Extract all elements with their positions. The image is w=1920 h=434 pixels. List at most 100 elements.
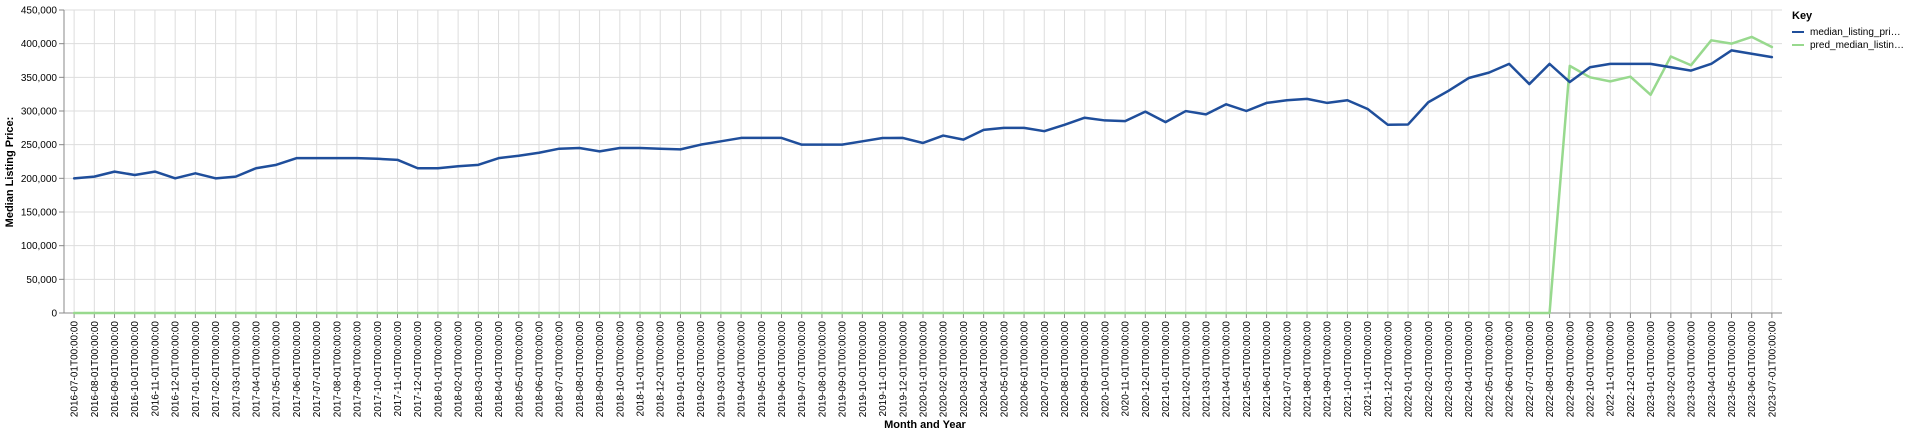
x-tick-label: 2019-05-01T00:00:00 (757, 321, 768, 418)
x-tick-label: 2022-06-01T00:00:00 (1505, 321, 1516, 418)
x-tick-label: 2021-01-01T00:00:00 (1161, 321, 1172, 418)
legend: Key median_listing_pri… pred_median_list… (1792, 10, 1904, 51)
x-tick-label: 2016-12-01T00:00:00 (171, 321, 182, 418)
x-tick-label: 2017-10-01T00:00:00 (373, 321, 384, 418)
x-tick-label: 2019-11-01T00:00:00 (878, 321, 889, 417)
x-tick-label: 2019-07-01T00:00:00 (797, 321, 808, 418)
x-tick-label: 2021-07-01T00:00:00 (1282, 321, 1293, 418)
x-tick-label: 2021-03-01T00:00:00 (1201, 321, 1212, 418)
x-tick-label: 2020-04-01T00:00:00 (979, 321, 990, 418)
y-tick-label: 350,000 (21, 73, 58, 84)
x-tick-label: 2023-04-01T00:00:00 (1707, 321, 1718, 418)
x-tick-label: 2016-09-01T00:00:00 (110, 321, 121, 418)
x-tick-label: 2020-10-01T00:00:00 (1100, 321, 1111, 418)
x-tick-label: 2017-08-01T00:00:00 (332, 321, 343, 418)
x-tick-label: 2022-09-01T00:00:00 (1565, 321, 1576, 418)
legend-title: Key (1792, 10, 1813, 22)
x-tick-label: 2019-02-01T00:00:00 (696, 321, 707, 418)
x-tick-label: 2021-12-01T00:00:00 (1383, 321, 1394, 418)
x-tick-label: 2022-08-01T00:00:00 (1545, 321, 1556, 418)
x-tick-label: 2017-04-01T00:00:00 (252, 321, 263, 418)
x-tick-label: 2020-09-01T00:00:00 (1080, 321, 1091, 418)
x-tick-label: 2022-11-01T00:00:00 (1606, 321, 1617, 417)
x-tick-label: 2018-06-01T00:00:00 (534, 321, 545, 418)
x-tick-label: 2022-03-01T00:00:00 (1444, 321, 1455, 418)
y-tick-label: 0 (51, 309, 57, 320)
x-tick-label: 2018-08-01T00:00:00 (575, 321, 586, 418)
x-tick-label: 2017-09-01T00:00:00 (353, 321, 364, 418)
x-tick-label: 2019-08-01T00:00:00 (817, 321, 828, 418)
y-tick-label: 250,000 (21, 140, 58, 151)
x-tick-label: 2021-04-01T00:00:00 (1222, 321, 1233, 418)
x-tick-label: 2019-06-01T00:00:00 (777, 321, 788, 418)
x-tick-label: 2020-08-01T00:00:00 (1060, 321, 1071, 418)
x-tick-label: 2018-10-01T00:00:00 (615, 321, 626, 418)
x-tick-label: 2016-07-01T00:00:00 (70, 321, 81, 418)
y-axis-title: Median Listing Price: (4, 117, 16, 228)
x-tick-label: 2018-05-01T00:00:00 (514, 321, 525, 418)
x-tick-label: 2018-04-01T00:00:00 (494, 321, 505, 418)
series-line-median-listing-price (72, 49, 1774, 180)
x-tick-label: 2022-04-01T00:00:00 (1464, 321, 1475, 418)
x-tick-label: 2019-10-01T00:00:00 (858, 321, 869, 418)
x-tick-label: 2017-02-01T00:00:00 (211, 321, 222, 418)
x-tick-label: 2016-08-01T00:00:00 (90, 321, 101, 418)
x-tick-label: 2023-05-01T00:00:00 (1727, 321, 1738, 418)
x-tick-label: 2022-12-01T00:00:00 (1626, 321, 1637, 418)
x-tick-label: 2019-04-01T00:00:00 (737, 321, 748, 418)
x-tick-label: 2017-03-01T00:00:00 (231, 321, 242, 418)
legend-label: median_listing_pri… (1810, 27, 1901, 38)
x-tick-label: 2019-03-01T00:00:00 (716, 321, 727, 418)
x-tick-label: 2020-12-01T00:00:00 (1141, 321, 1152, 418)
x-tick-label: 2021-06-01T00:00:00 (1262, 321, 1273, 418)
x-tick-label: 2020-02-01T00:00:00 (939, 321, 950, 418)
axis-layer: 0 50,000 100,000 150,000 200,000 250,000 300,0… (21, 6, 1782, 418)
legend-entry: median_listing_pri… (1792, 27, 1901, 38)
x-tick-label: 2021-08-01T00:00:00 (1303, 321, 1314, 418)
y-tick-label: 400,000 (21, 39, 58, 50)
x-tick-label: 2020-05-01T00:00:00 (999, 321, 1010, 418)
x-tick-label: 2022-01-01T00:00:00 (1404, 321, 1415, 418)
x-tick-label: 2018-11-01T00:00:00 (636, 321, 647, 417)
x-tick-label: 2018-01-01T00:00:00 (433, 321, 444, 418)
y-tick-label: 300,000 (21, 107, 58, 118)
x-tick-label: 2021-10-01T00:00:00 (1343, 321, 1354, 418)
grid-layer (64, 9, 1782, 314)
x-tick-label: 2021-11-01T00:00:00 (1363, 321, 1374, 417)
x-tick-label: 2017-11-01T00:00:00 (393, 321, 404, 417)
x-tick-label: 2020-06-01T00:00:00 (1020, 321, 1031, 418)
x-tick-label: 2017-12-01T00:00:00 (413, 321, 424, 418)
x-tick-label: 2019-09-01T00:00:00 (838, 321, 849, 418)
x-tick-label: 2022-07-01T00:00:00 (1525, 321, 1536, 418)
x-tick-label: 2023-06-01T00:00:00 (1747, 321, 1758, 418)
x-tick-label: 2018-03-01T00:00:00 (474, 321, 485, 418)
legend-label: pred_median_listin… (1810, 40, 1904, 51)
x-tick-label: 2018-07-01T00:00:00 (555, 321, 566, 418)
legend-entry: pred_median_listin… (1792, 40, 1904, 51)
x-tick-label: 2016-11-01T00:00:00 (150, 321, 161, 417)
x-tick-label: 2018-02-01T00:00:00 (454, 321, 465, 418)
x-tick-label: 2016-10-01T00:00:00 (130, 321, 141, 418)
x-tick-label: 2021-05-01T00:00:00 (1242, 321, 1253, 418)
x-tick-label: 2020-03-01T00:00:00 (959, 321, 970, 418)
x-tick-label: 2017-01-01T00:00:00 (191, 321, 202, 418)
x-axis-title: Month and Year (884, 419, 966, 431)
x-tick-label: 2017-06-01T00:00:00 (292, 321, 303, 418)
series-layer (72, 35, 1774, 315)
x-tick-label: 2019-12-01T00:00:00 (898, 321, 909, 418)
x-tick-label: 2017-05-01T00:00:00 (272, 321, 283, 418)
x-tick-label: 2020-07-01T00:00:00 (1040, 321, 1051, 418)
x-tick-label: 2023-02-01T00:00:00 (1666, 321, 1677, 418)
x-tick-label: 2017-07-01T00:00:00 (312, 321, 323, 418)
x-tick-label: 2021-09-01T00:00:00 (1323, 321, 1334, 418)
x-tick-label: 2023-03-01T00:00:00 (1687, 321, 1698, 418)
x-tick-label: 2023-07-01T00:00:00 (1767, 321, 1778, 418)
x-tick-label: 2020-11-01T00:00:00 (1121, 321, 1132, 417)
x-tick-label: 2022-02-01T00:00:00 (1424, 321, 1435, 418)
y-tick-label: 200,000 (21, 174, 58, 185)
x-tick-label: 2022-10-01T00:00:00 (1585, 321, 1596, 418)
y-tick-label: 150,000 (21, 208, 58, 219)
x-tick-label: 2018-09-01T00:00:00 (595, 321, 606, 418)
series-line-pred-median-listing-price (72, 35, 1774, 315)
